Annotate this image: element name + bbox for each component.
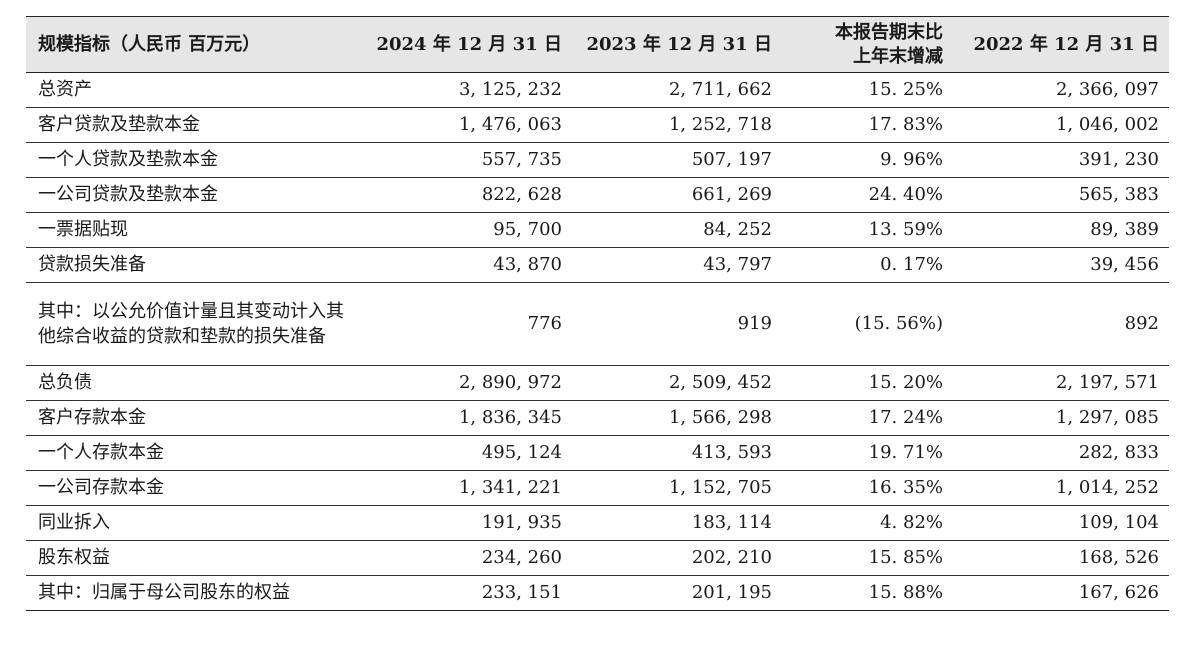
cell-2024: 43, 870: [364, 247, 572, 283]
table-header: 规模指标（人民币 百万元） 2024 年 12 月 31 日 2023 年 12…: [26, 16, 1169, 73]
cell-2024: 95, 700: [364, 212, 572, 248]
row-label: 其中：归属于母公司股东的权益: [26, 575, 364, 611]
table-row: 一公司贷款及垫款本金 822, 628 661, 269 24. 40% 565, 38…: [26, 177, 1169, 213]
cell-change: 15. 88%: [782, 575, 951, 611]
row-label: 其中：以公允价值计量且其变动计入其他综合收益的贷款和垫款的损失准备: [26, 282, 364, 366]
cell-2022: 167, 626: [951, 575, 1169, 611]
cell-2022: 109, 104: [951, 505, 1169, 541]
cell-change: 17. 24%: [782, 400, 951, 436]
table-row: 其中：归属于母公司股东的权益 233, 151 201, 195 15. 88% 167…: [26, 575, 1169, 611]
table-row: 贷款损失准备 43, 870 43, 797 0. 17% 39, 456: [26, 247, 1169, 283]
cell-2024: 1, 836, 345: [364, 400, 572, 436]
table-body: 总资产 3, 125, 232 2, 711, 662 15. 25% 2, 366, …: [26, 72, 1169, 611]
table-row: 一个人存款本金 495, 124 413, 593 19. 71% 282, 833: [26, 435, 1169, 471]
table-row: 总负债 2, 890, 972 2, 509, 452 15. 20% 2, 197, …: [26, 365, 1169, 401]
cell-2022: 89, 389: [951, 212, 1169, 248]
cell-2024: 233, 151: [364, 575, 572, 611]
cell-change: 17. 83%: [782, 107, 951, 143]
row-label: 股东权益: [26, 540, 364, 576]
cell-2023: 2, 509, 452: [572, 365, 782, 401]
header-metric: 规模指标（人民币 百万元）: [26, 16, 364, 73]
scale-indicators-table-container: 规模指标（人民币 百万元） 2024 年 12 月 31 日 2023 年 12…: [26, 16, 1169, 611]
cell-2022: 1, 297, 085: [951, 400, 1169, 436]
row-label: 客户存款本金: [26, 400, 364, 436]
cell-2023: 201, 195: [572, 575, 782, 611]
row-label: 客户贷款及垫款本金: [26, 107, 364, 143]
header-change: 本报告期末比 上年末增减: [782, 16, 951, 73]
cell-2022: 565, 383: [951, 177, 1169, 213]
row-label: 一个人贷款及垫款本金: [26, 142, 364, 178]
cell-change: 19. 71%: [782, 435, 951, 471]
table-row: 客户贷款及垫款本金 1, 476, 063 1, 252, 718 17. 83% 1,…: [26, 107, 1169, 143]
cell-change: 15. 25%: [782, 72, 951, 108]
cell-2022: 39, 456: [951, 247, 1169, 283]
cell-2024: 234, 260: [364, 540, 572, 576]
cell-change: 16. 35%: [782, 470, 951, 506]
cell-2022: 168, 526: [951, 540, 1169, 576]
cell-2023: 84, 252: [572, 212, 782, 248]
row-label: 一个人存款本金: [26, 435, 364, 471]
table-row: 一公司存款本金 1, 341, 221 1, 152, 705 16. 35% 1, 0…: [26, 470, 1169, 506]
cell-2024: 495, 124: [364, 435, 572, 471]
header-change-line2: 上年末增减: [853, 45, 943, 67]
row-label: 总负债: [26, 365, 364, 401]
cell-2024: 1, 341, 221: [364, 470, 572, 506]
cell-change: 24. 40%: [782, 177, 951, 213]
cell-2023: 1, 152, 705: [572, 470, 782, 506]
cell-change: 13. 59%: [782, 212, 951, 248]
cell-change: 15. 20%: [782, 365, 951, 401]
cell-2024: 557, 735: [364, 142, 572, 178]
cell-2023: 202, 210: [572, 540, 782, 576]
cell-2024: 191, 935: [364, 505, 572, 541]
cell-change: 9. 96%: [782, 142, 951, 178]
table-row: 客户存款本金 1, 836, 345 1, 566, 298 17. 24% 1, 29…: [26, 400, 1169, 436]
cell-2023: 661, 269: [572, 177, 782, 213]
cell-change: 15. 85%: [782, 540, 951, 576]
cell-2023: 919: [572, 282, 782, 366]
cell-2024: 822, 628: [364, 177, 572, 213]
cell-2022: 391, 230: [951, 142, 1169, 178]
cell-change: 4. 82%: [782, 505, 951, 541]
cell-2022: 1, 014, 252: [951, 470, 1169, 506]
cell-2023: 2, 711, 662: [572, 72, 782, 108]
row-label: 一票据贴现: [26, 212, 364, 248]
scale-indicators-table: 规模指标（人民币 百万元） 2024 年 12 月 31 日 2023 年 12…: [26, 16, 1169, 611]
cell-2023: 413, 593: [572, 435, 782, 471]
cell-2023: 507, 197: [572, 142, 782, 178]
header-2022: 2022 年 12 月 31 日: [951, 16, 1169, 73]
table-row: 其中：以公允价值计量且其变动计入其他综合收益的贷款和垫款的损失准备 776 919(…: [26, 282, 1169, 366]
table-row: 一个人贷款及垫款本金 557, 735 507, 197 9. 96% 391, 230: [26, 142, 1169, 178]
cell-change: 0. 17%: [782, 247, 951, 283]
cell-2023: 183, 114: [572, 505, 782, 541]
row-label: 一公司贷款及垫款本金: [26, 177, 364, 213]
cell-2024: 3, 125, 232: [364, 72, 572, 108]
cell-2022: 892: [951, 282, 1169, 366]
cell-2024: 776: [364, 282, 572, 366]
cell-2024: 2, 890, 972: [364, 365, 572, 401]
table-row: 总资产 3, 125, 232 2, 711, 662 15. 25% 2, 366, …: [26, 72, 1169, 108]
cell-change: (15. 56%): [782, 282, 951, 366]
cell-2022: 2, 366, 097: [951, 72, 1169, 108]
table-row: 一票据贴现 95, 700 84, 252 13. 59% 89, 389: [26, 212, 1169, 248]
header-2023: 2023 年 12 月 31 日: [572, 16, 782, 73]
table-row: 同业拆入 191, 935 183, 114 4. 82% 109, 104: [26, 505, 1169, 541]
cell-2023: 43, 797: [572, 247, 782, 283]
cell-2022: 282, 833: [951, 435, 1169, 471]
cell-2022: 1, 046, 002: [951, 107, 1169, 143]
row-label: 同业拆入: [26, 505, 364, 541]
row-label: 贷款损失准备: [26, 247, 364, 283]
cell-2022: 2, 197, 571: [951, 365, 1169, 401]
header-change-line1: 本报告期末比: [835, 21, 943, 43]
cell-2023: 1, 566, 298: [572, 400, 782, 436]
header-2024: 2024 年 12 月 31 日: [364, 16, 572, 73]
table-row: 股东权益 234, 260 202, 210 15. 85% 168, 526: [26, 540, 1169, 576]
cell-2024: 1, 476, 063: [364, 107, 572, 143]
row-label: 总资产: [26, 72, 364, 108]
cell-2023: 1, 252, 718: [572, 107, 782, 143]
row-label: 一公司存款本金: [26, 470, 364, 506]
header-row: 规模指标（人民币 百万元） 2024 年 12 月 31 日 2023 年 12…: [26, 16, 1169, 73]
